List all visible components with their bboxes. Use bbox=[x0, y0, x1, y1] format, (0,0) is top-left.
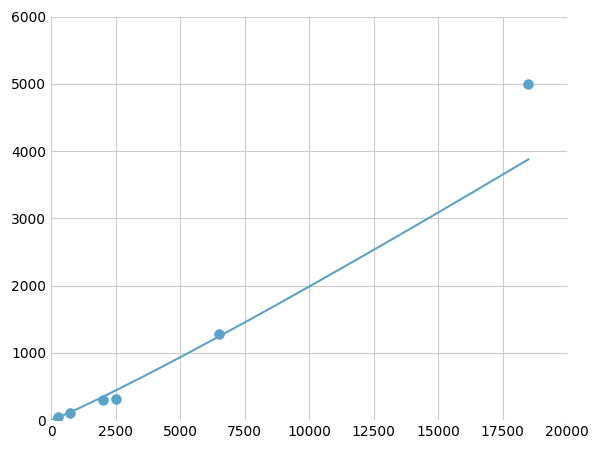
Point bbox=[111, 395, 121, 402]
Point bbox=[214, 330, 224, 338]
Point bbox=[65, 410, 75, 417]
Point bbox=[53, 413, 62, 420]
Point bbox=[524, 80, 533, 87]
Point bbox=[98, 396, 107, 404]
